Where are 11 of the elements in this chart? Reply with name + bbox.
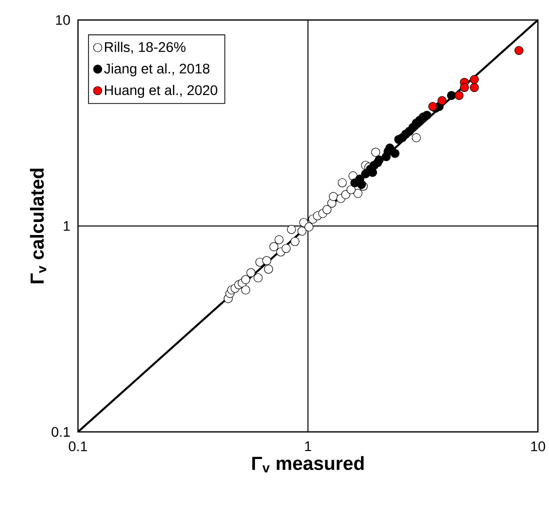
x-tick-label: 10 [531, 441, 546, 452]
y-tick-label: 1 [64, 221, 70, 231]
y-axis-title: Γ$_{v}$ calculated [30, 168, 46, 284]
x-tick-label: 0.1 [68, 441, 88, 452]
x-tick-label: 1 [305, 441, 312, 452]
legend-label: Huang et al., 2020 [104, 84, 218, 98]
y-tick-label: 10 [56, 15, 70, 25]
x-axis-title: Γ$_{v}$ measured [252, 456, 364, 472]
legend-label: Rills, 18-26% [104, 42, 186, 54]
legend-label: Jiang et al., 2018 [104, 63, 210, 76]
y-tick-label: 0.1 [52, 427, 70, 437]
